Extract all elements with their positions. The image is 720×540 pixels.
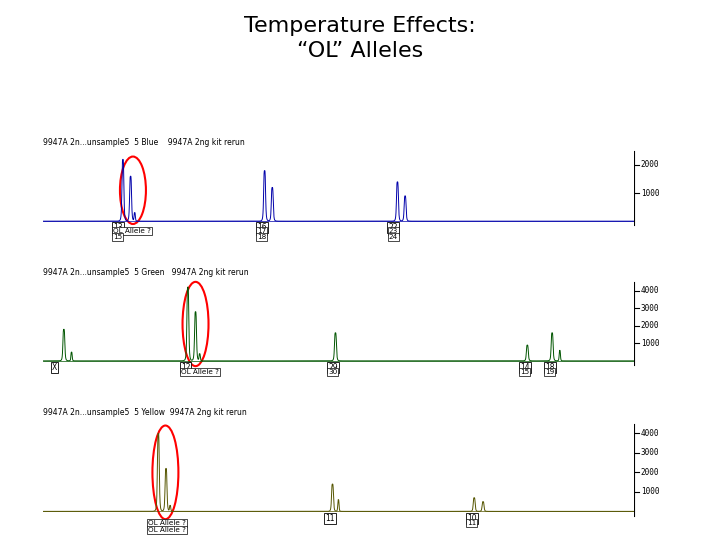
Text: 9947A 2n...unsample5  5 Blue    9947A 2ng kit rerun: 9947A 2n...unsample5 5 Blue 9947A 2ng ki…	[43, 138, 245, 147]
Text: 2000: 2000	[641, 321, 659, 330]
Text: X: X	[52, 363, 58, 372]
Text: 18: 18	[545, 363, 554, 372]
Text: OL Allele ?: OL Allele ?	[181, 369, 219, 375]
Text: 1000: 1000	[641, 339, 659, 348]
Text: OL Allele ?: OL Allele ?	[148, 527, 186, 533]
Text: 15: 15	[113, 234, 122, 240]
Text: 2000: 2000	[641, 468, 659, 477]
Text: 3000: 3000	[641, 448, 659, 457]
Text: 14: 14	[521, 363, 530, 372]
Text: 22: 22	[389, 223, 398, 232]
Text: OL Allele ?: OL Allele ?	[148, 520, 186, 526]
Text: 16: 16	[257, 223, 266, 232]
Text: 15: 15	[521, 369, 529, 375]
Text: 11: 11	[325, 514, 335, 523]
Text: 30: 30	[328, 369, 338, 375]
Text: 2000: 2000	[641, 160, 659, 170]
Text: 29: 29	[328, 363, 338, 372]
Text: 18: 18	[257, 234, 266, 240]
Text: 19: 19	[545, 369, 554, 375]
Text: 4000: 4000	[641, 286, 659, 295]
Text: 1000: 1000	[641, 188, 659, 198]
Text: 3000: 3000	[641, 303, 659, 313]
Text: 23: 23	[389, 228, 398, 234]
Text: 24: 24	[389, 234, 398, 240]
Text: 13: 13	[113, 223, 122, 232]
Text: 9947A 2n...unsample5  5 Green   9947A 2ng kit rerun: 9947A 2n...unsample5 5 Green 9947A 2ng k…	[43, 268, 249, 276]
Text: 9947A 2n...unsample5  5 Yellow  9947A 2ng kit rerun: 9947A 2n...unsample5 5 Yellow 9947A 2ng …	[43, 408, 247, 417]
Text: 17: 17	[257, 228, 266, 234]
Text: Temperature Effects:
“OL” Alleles: Temperature Effects: “OL” Alleles	[244, 16, 476, 61]
Text: 11: 11	[467, 520, 477, 526]
Text: 12: 12	[181, 363, 190, 372]
Text: 4000: 4000	[641, 429, 659, 438]
Text: 1000: 1000	[641, 488, 659, 496]
Text: OL Allele ?: OL Allele ?	[113, 228, 151, 234]
Text: 10: 10	[467, 514, 477, 523]
